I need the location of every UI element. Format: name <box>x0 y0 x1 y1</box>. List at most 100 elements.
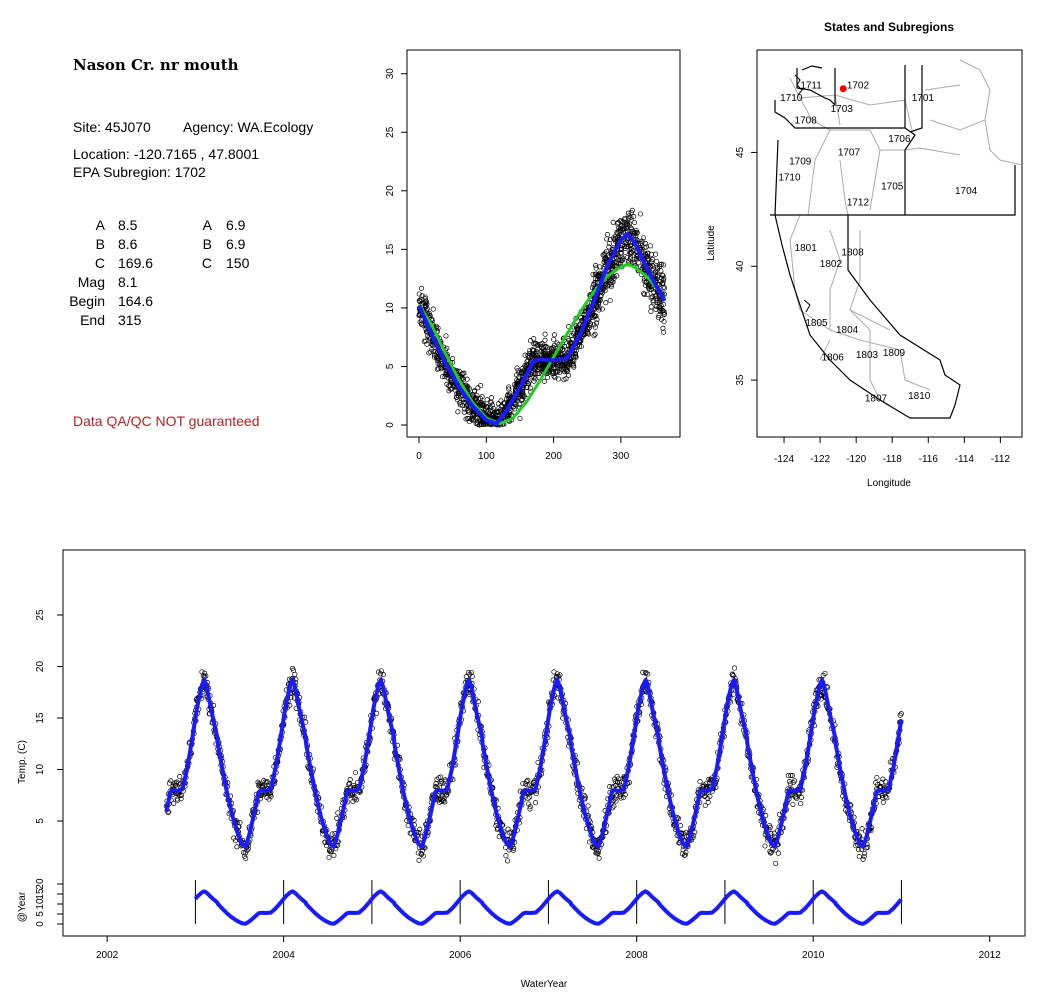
timeseries-data-point <box>787 781 793 787</box>
map-x-tick-label: -114 <box>955 454 975 465</box>
timeseries-data-point <box>880 776 886 782</box>
seasonal-data-point <box>564 361 570 367</box>
timeseries-data-point <box>615 779 621 786</box>
seasonal-data-point <box>642 245 648 251</box>
seasonal-data-point <box>515 367 521 374</box>
seasonal-data-point <box>529 374 535 380</box>
seasonal-data-point <box>422 294 428 300</box>
seasonal-data-point <box>550 370 556 376</box>
seasonal-data-point <box>646 284 652 290</box>
timeseries-data-point <box>378 668 384 674</box>
seasonal-data-point <box>541 362 547 368</box>
param-value: 8.5 <box>118 217 138 233</box>
seasonal-data-point <box>647 243 653 249</box>
seasonal-data-point <box>542 337 548 343</box>
param-label: End <box>80 312 105 328</box>
timeseries-data-point <box>773 860 779 866</box>
seasonal-data-point <box>496 408 502 415</box>
map-x-tick-label: -122 <box>810 454 830 465</box>
timeseries-data-point <box>442 799 448 805</box>
seasonal-data-point <box>523 364 529 370</box>
seasonal-data-point <box>618 225 624 232</box>
timeseries-y-label: Temp. (C) <box>17 740 28 784</box>
timeseries-data-point <box>416 857 422 863</box>
timeseries-data-point <box>775 850 781 856</box>
timeseries-data-point <box>898 711 904 717</box>
seasonal-data-point <box>551 336 557 343</box>
seasonal-data-point <box>661 275 667 281</box>
map-subregion-label: 1707 <box>838 147 861 158</box>
seasonal-data-point <box>601 257 607 263</box>
seasonal-data-point <box>471 417 477 423</box>
seasonal-data-point <box>531 341 537 347</box>
seasonal-x-tick-label: 200 <box>545 451 562 462</box>
timeseries-data-point <box>879 779 885 785</box>
seasonal-data-point <box>647 287 653 293</box>
seasonal-data-point <box>418 321 424 327</box>
annual-y-tick-label: 10 <box>35 898 46 910</box>
seasonal-data-point <box>620 226 626 232</box>
seasonal-data-point <box>602 250 608 256</box>
seasonal-axes: 0 100 200 300 0 5 10 15 20 25 30 <box>385 68 630 462</box>
map-x-tick-label: -124 <box>774 454 794 465</box>
seasonal-data-point <box>587 321 594 327</box>
seasonal-data-point <box>566 337 572 343</box>
seasonal-data-point <box>596 305 602 311</box>
map-subregion-label: 1810 <box>908 391 931 402</box>
param-label: C <box>94 255 105 271</box>
seasonal-y-tick-label: 20 <box>385 185 396 197</box>
seasonal-data-point <box>620 256 626 262</box>
seasonal-data-point <box>592 271 598 277</box>
seasonal-data-point <box>602 255 608 261</box>
seasonal-data-point <box>416 291 422 297</box>
seasonal-data-point <box>522 352 528 358</box>
map-subregion-label: 1712 <box>847 198 870 209</box>
timeseries-data-point <box>178 796 184 802</box>
seasonal-data-point <box>433 354 439 360</box>
seasonal-data-point <box>622 249 628 256</box>
seasonal-y-tick-label: 5 <box>385 363 396 369</box>
timeseries-data-point <box>532 800 539 806</box>
seasonal-data-point <box>631 256 637 262</box>
seasonal-data-point <box>585 329 591 335</box>
seasonal-data-point <box>439 374 446 380</box>
timeseries-data-point <box>861 851 868 857</box>
seasonal-data-point <box>660 302 666 308</box>
seasonal-data-point <box>661 311 668 317</box>
timeseries-y-tick-label: 5 <box>35 818 46 824</box>
timeseries-data-point <box>415 850 421 856</box>
map-subregion-label: 1709 <box>789 157 812 168</box>
seasonal-data-point <box>604 232 610 238</box>
seasonal-data-point <box>658 268 664 274</box>
timeseries-data-point <box>873 780 879 786</box>
seasonal-data-point <box>646 285 652 291</box>
timeseries-x-tick-label: 2012 <box>979 950 1002 961</box>
map-axes: -124 -122 -120 -118 -116 -114 -112 35 40 45 <box>735 146 1010 465</box>
timeseries-data-point <box>702 802 708 809</box>
timeseries-data-point <box>503 853 509 859</box>
seasonal-data-point <box>644 291 650 297</box>
map-subregion-label: 1701 <box>912 93 935 104</box>
seasonal-data-point <box>648 304 654 310</box>
seasonal-data-point <box>539 352 545 358</box>
timeseries-data-point <box>874 774 880 781</box>
seasonal-data-point <box>601 284 607 290</box>
map-subregion-label: 1804 <box>836 325 859 336</box>
site-id: Site: 45J070 <box>73 119 151 135</box>
seasonal-data-point <box>607 297 613 304</box>
seasonal-data-point <box>464 376 470 382</box>
param2-value: 150 <box>226 255 250 271</box>
seasonal-data-point <box>600 287 606 293</box>
seasonal-data-point <box>445 375 451 381</box>
param-label: Mag <box>77 274 105 290</box>
seasonal-data-point <box>541 348 547 354</box>
map-x-tick-label: -112 <box>991 454 1011 465</box>
agency: Agency: WA.Ecology <box>183 119 314 135</box>
seasonal-data-point <box>416 312 422 319</box>
timeseries-y-tick-label: 10 <box>35 764 46 776</box>
location: Location: -120.7165 , 47.8001 <box>73 146 260 162</box>
timeseries-data-point <box>860 856 866 862</box>
timeseries-data-point <box>790 801 796 807</box>
seasonal-data-point <box>517 401 523 407</box>
seasonal-data-point <box>622 215 628 221</box>
